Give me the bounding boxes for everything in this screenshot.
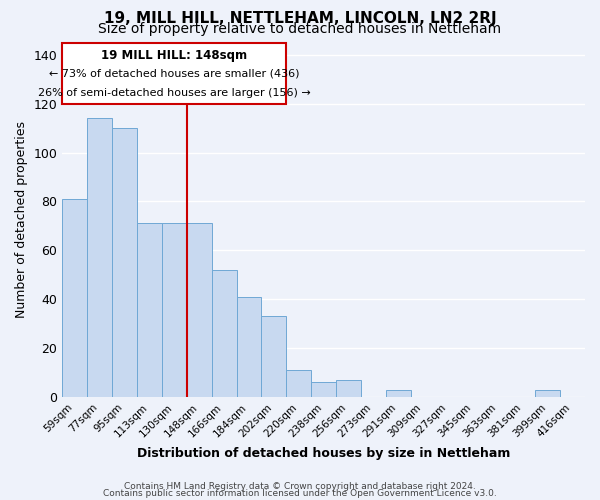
Bar [311,382,336,397]
Bar [535,390,560,397]
Text: ← 73% of detached houses are smaller (436): ← 73% of detached houses are smaller (43… [49,68,299,78]
X-axis label: Distribution of detached houses by size in Nettleham: Distribution of detached houses by size … [137,447,511,460]
Text: 19, MILL HILL, NETTLEHAM, LINCOLN, LN2 2RJ: 19, MILL HILL, NETTLEHAM, LINCOLN, LN2 2… [104,11,496,26]
Bar [386,390,411,397]
Text: 26% of semi-detached houses are larger (156) →: 26% of semi-detached houses are larger (… [38,88,311,98]
Text: 19 MILL HILL: 148sqm: 19 MILL HILL: 148sqm [101,48,247,62]
Bar [336,380,361,397]
Text: Size of property relative to detached houses in Nettleham: Size of property relative to detached ho… [98,22,502,36]
Bar [137,224,162,397]
Bar [187,224,212,397]
Bar [62,199,87,397]
Text: Contains public sector information licensed under the Open Government Licence v3: Contains public sector information licen… [103,489,497,498]
Bar [87,118,112,397]
Text: Contains HM Land Registry data © Crown copyright and database right 2024.: Contains HM Land Registry data © Crown c… [124,482,476,491]
Bar [162,224,187,397]
Bar [286,370,311,397]
Bar [212,270,236,397]
FancyBboxPatch shape [62,42,286,104]
Bar [112,128,137,397]
Y-axis label: Number of detached properties: Number of detached properties [15,121,28,318]
Bar [262,316,286,397]
Bar [236,296,262,397]
